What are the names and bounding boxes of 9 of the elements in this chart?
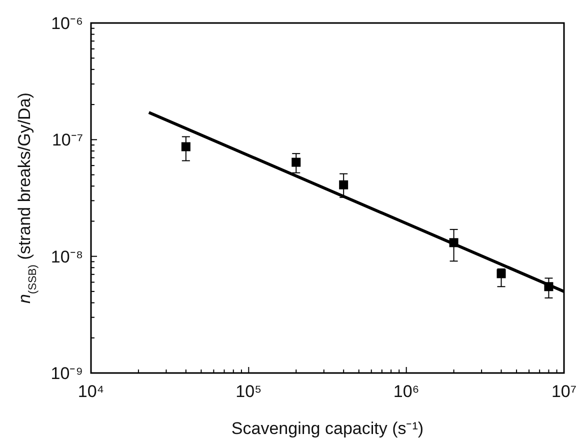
x-tick-label: 10⁵ xyxy=(236,382,262,401)
y-tick-label: 10⁻⁸ xyxy=(50,247,83,266)
x-tick-label: 10⁶ xyxy=(393,382,420,401)
x-tick-label: 10⁷ xyxy=(551,382,577,401)
x-axis-title: Scavenging capacity (s⁻¹) xyxy=(231,419,424,438)
x-tick-label: 10⁴ xyxy=(78,382,104,401)
y-tick-label: 10⁻⁶ xyxy=(51,14,83,33)
y-tick-label: 10⁻⁷ xyxy=(52,130,83,150)
y-tick-label: 10⁻⁹ xyxy=(50,364,83,383)
